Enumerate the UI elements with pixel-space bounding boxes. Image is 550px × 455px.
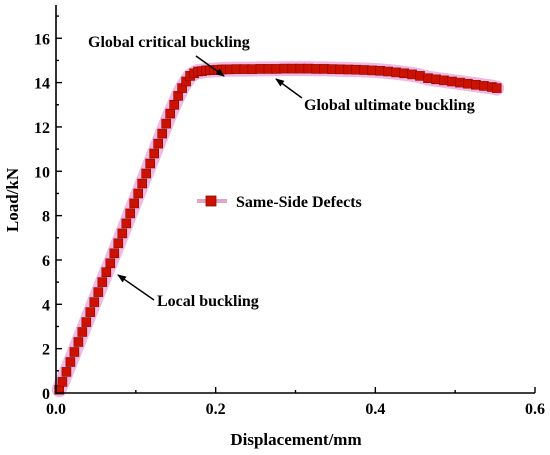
data-point: [463, 78, 473, 89]
data-point: [69, 347, 80, 357]
data-point: [169, 100, 179, 110]
data-point: [375, 66, 385, 76]
data-point: [117, 228, 128, 239]
data-point: [109, 248, 120, 259]
data-point: [231, 64, 242, 74]
data-point: [113, 238, 124, 249]
y-tick-label: 12: [34, 120, 50, 137]
y-tick-label: 16: [34, 31, 50, 48]
y-tick-label: 2: [42, 342, 50, 359]
x-tick-label: 0.4: [365, 401, 385, 418]
data-point: [439, 75, 449, 86]
data-point: [303, 63, 314, 74]
data-point: [101, 267, 112, 278]
data-point: [415, 71, 425, 81]
data-point: [65, 357, 76, 367]
data-point: [471, 80, 481, 90]
y-tick-label: 6: [42, 253, 50, 270]
data-point: [165, 108, 175, 119]
data-point: [255, 64, 266, 74]
data-point: [89, 297, 100, 307]
data-point: [73, 337, 84, 347]
data-point: [125, 208, 135, 219]
data-point: [447, 76, 457, 87]
data-point: [295, 63, 306, 74]
y-tick-label: 8: [42, 209, 50, 226]
series-markers: [54, 63, 502, 395]
data-point: [105, 258, 116, 269]
legend-marker: [205, 195, 217, 207]
data-point: [133, 188, 143, 199]
annotation-arrow: [117, 274, 155, 301]
x-axis-ticks: 0.0 0.2 0.4 0.6: [46, 387, 545, 418]
x-tick-label: 0.0: [46, 401, 66, 418]
data-point: [129, 198, 139, 209]
data-point: [319, 64, 330, 74]
data-point: [157, 128, 167, 139]
data-point: [137, 178, 147, 189]
data-point: [391, 67, 401, 78]
y-axis-title: Load/kN: [3, 167, 22, 232]
data-point: [431, 74, 441, 85]
data-point: [271, 64, 282, 74]
data-point: [121, 218, 132, 229]
data-point: [279, 63, 290, 74]
data-point: [287, 63, 298, 74]
data-point: [491, 83, 502, 93]
annotation-arrow: [195, 55, 225, 77]
y-axis-ticks: 0 2 4 6 8 10 12 14 16: [34, 15, 62, 403]
annotation-label: Global critical buckling: [88, 34, 250, 51]
data-point: [161, 118, 171, 129]
data-point: [343, 64, 354, 75]
annotation-local: Local buckling: [117, 274, 259, 310]
annotation-global-critical: Global critical buckling: [88, 34, 250, 77]
annotation-label: Local buckling: [157, 293, 259, 310]
y-tick-label: 4: [42, 297, 50, 314]
data-point: [335, 64, 346, 75]
y-tick-label: 10: [34, 164, 50, 181]
data-point: [97, 277, 108, 287]
data-point: [149, 148, 159, 159]
data-point: [81, 317, 92, 327]
data-point: [239, 64, 250, 74]
data-point: [423, 73, 433, 83]
data-point: [247, 64, 258, 74]
x-tick-label: 0.6: [525, 401, 545, 418]
data-point: [93, 287, 104, 297]
data-point: [153, 138, 163, 149]
data-point: [367, 65, 377, 76]
data-point: [141, 168, 151, 179]
x-tick-label: 0.2: [206, 401, 226, 418]
data-point: [57, 377, 68, 387]
data-point: [479, 81, 489, 91]
y-tick-label: 14: [34, 76, 50, 93]
legend-label: Same-Side Defects: [236, 194, 362, 211]
data-point: [85, 307, 96, 317]
legend: Same-Side Defects: [197, 194, 362, 211]
annotation-arrow: [275, 78, 303, 99]
annotation-label: Global ultimate buckling: [304, 97, 475, 114]
data-point: [351, 64, 362, 75]
data-point: [77, 327, 88, 337]
annotation-global-ultimate: Global ultimate buckling: [275, 78, 475, 114]
x-axis-title: Displacement/mm: [230, 430, 361, 449]
data-point: [399, 68, 409, 79]
y-tick-label: 0: [42, 386, 50, 403]
data-point: [61, 367, 72, 377]
data-point: [145, 158, 155, 169]
data-point: [383, 66, 393, 77]
data-point: [327, 64, 338, 74]
